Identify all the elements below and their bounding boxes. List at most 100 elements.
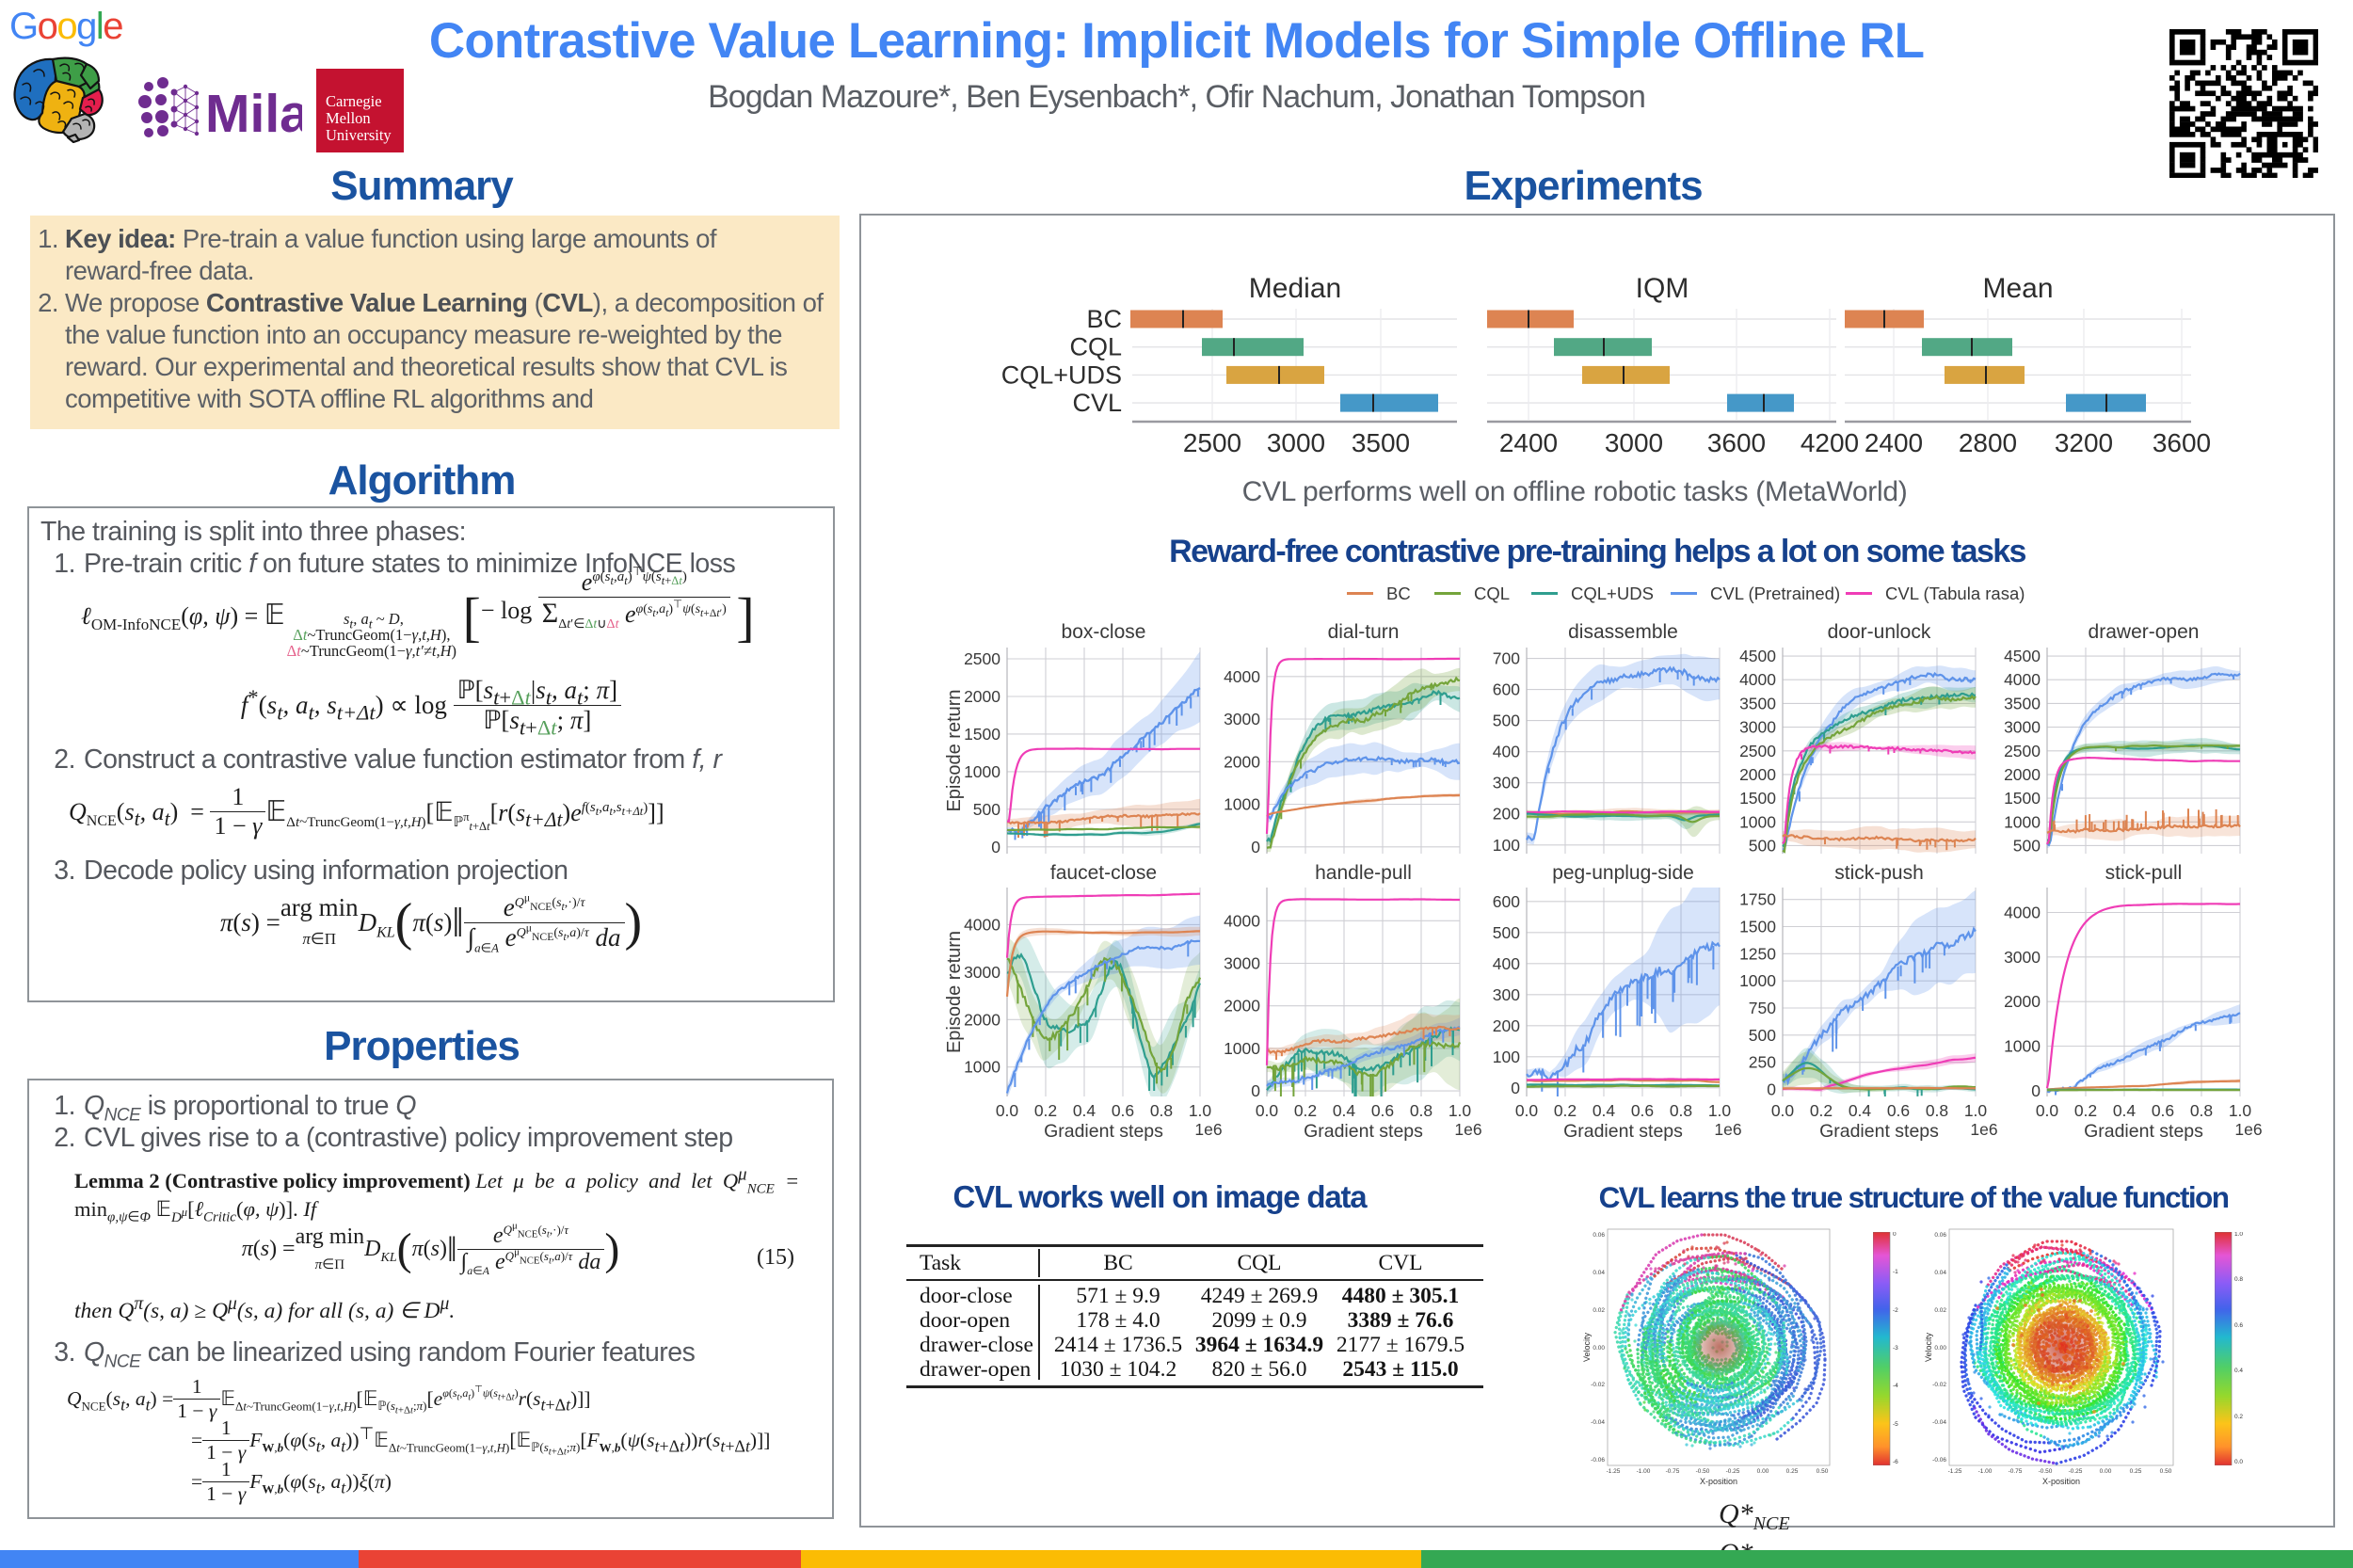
svg-text:1500: 1500	[1739, 918, 1776, 936]
svg-text:3500: 3500	[2004, 694, 2041, 712]
svg-text:750: 750	[1749, 999, 1776, 1017]
svg-text:2800: 2800	[1959, 428, 2017, 457]
svg-text:disassemble: disassemble	[1568, 621, 1678, 643]
svg-text:500: 500	[1749, 1026, 1776, 1045]
svg-text:0: 0	[1251, 1081, 1260, 1100]
svg-text:0: 0	[991, 838, 1000, 856]
svg-text:0.8: 0.8	[1926, 1101, 1948, 1120]
svg-text:3000: 3000	[1224, 710, 1260, 728]
svg-text:0: 0	[1511, 1079, 1520, 1097]
svg-text:3000: 3000	[2004, 948, 2041, 967]
svg-text:Gradient steps: Gradient steps	[1819, 1121, 1939, 1141]
svg-text:Velocity: Velocity	[1924, 1332, 1933, 1362]
svg-text:3200: 3200	[2055, 428, 2113, 457]
svg-text:3000: 3000	[1267, 428, 1325, 457]
svg-text:-0.75: -0.75	[1666, 1468, 1680, 1475]
svg-text:-4: -4	[1893, 1383, 1898, 1389]
svg-text:500: 500	[1749, 836, 1776, 855]
svg-text:400: 400	[1493, 743, 1520, 761]
svg-text:3000: 3000	[1224, 954, 1260, 973]
svg-text:-0.02: -0.02	[1932, 1382, 1946, 1388]
svg-text:1000: 1000	[964, 762, 1000, 781]
svg-text:1750: 1750	[1739, 890, 1776, 909]
svg-text:0.4: 0.4	[1073, 1101, 1096, 1120]
svg-text:2000: 2000	[1224, 997, 1260, 1016]
svg-text:0.6: 0.6	[1371, 1101, 1394, 1120]
svg-text:CVL: CVL	[1072, 389, 1122, 417]
svg-text:0.6: 0.6	[1631, 1101, 1654, 1120]
svg-text:1500: 1500	[964, 725, 1000, 744]
svg-text:1000: 1000	[1739, 812, 1776, 831]
svg-text:stick-push: stick-push	[1834, 864, 1924, 884]
svg-text:1.0: 1.0	[1964, 1101, 1988, 1120]
svg-text:-0.06: -0.06	[1932, 1457, 1946, 1464]
svg-text:0.02: 0.02	[1593, 1307, 1605, 1314]
svg-text:0.0: 0.0	[1771, 1101, 1795, 1120]
svg-text:0.6: 0.6	[2152, 1101, 2174, 1120]
svg-text:2500: 2500	[2004, 742, 2041, 760]
svg-text:0.4: 0.4	[1333, 1101, 1356, 1120]
svg-text:1e6: 1e6	[1194, 1120, 1222, 1139]
svg-text:dial-turn: dial-turn	[1328, 621, 1400, 643]
svg-text:1500: 1500	[1739, 789, 1776, 808]
svg-text:600: 600	[1493, 680, 1520, 699]
svg-text:Episode return: Episode return	[945, 689, 965, 811]
svg-text:Mila: Mila	[205, 84, 302, 143]
svg-text:0.2: 0.2	[1034, 1101, 1057, 1120]
svg-text:1000: 1000	[2004, 812, 2041, 831]
svg-text:0.2: 0.2	[1294, 1101, 1317, 1120]
svg-text:Episode return: Episode return	[945, 931, 965, 1053]
svg-text:0.04: 0.04	[1593, 1270, 1605, 1276]
svg-text:0.0: 0.0	[1256, 1101, 1279, 1120]
svg-text:0.8: 0.8	[1410, 1101, 1433, 1120]
svg-text:100: 100	[1493, 1048, 1520, 1066]
svg-text:-3: -3	[1893, 1345, 1898, 1352]
svg-text:0.50: 0.50	[1817, 1468, 1829, 1475]
svg-text:Median: Median	[1249, 273, 1341, 304]
svg-text:200: 200	[1493, 1016, 1520, 1035]
svg-text:4500: 4500	[1739, 647, 1776, 665]
svg-text:-0.50: -0.50	[2039, 1468, 2053, 1475]
svg-text:3500: 3500	[1352, 428, 1410, 457]
svg-text:0.00: 0.00	[2100, 1468, 2112, 1475]
svg-text:0.25: 0.25	[2130, 1468, 2142, 1475]
svg-text:Mean: Mean	[1982, 273, 2053, 304]
svg-text:X-position: X-position	[1700, 1477, 1737, 1486]
svg-text:4000: 4000	[964, 915, 1000, 934]
svg-text:0.2: 0.2	[1810, 1101, 1833, 1120]
svg-text:X-position: X-position	[2042, 1477, 2080, 1486]
svg-text:Gradient steps: Gradient steps	[1304, 1121, 1423, 1141]
svg-text:-1.00: -1.00	[1637, 1468, 1651, 1475]
svg-text:500: 500	[2013, 836, 2041, 855]
svg-text:-0.02: -0.02	[1591, 1382, 1605, 1388]
svg-text:4500: 4500	[2004, 647, 2041, 665]
svg-text:300: 300	[1493, 774, 1520, 792]
svg-text:4000: 4000	[1739, 670, 1776, 689]
svg-text:0.4: 0.4	[1849, 1101, 1872, 1120]
svg-text:0.0: 0.0	[2234, 1459, 2243, 1465]
svg-text:100: 100	[1493, 836, 1520, 855]
svg-text:300: 300	[1493, 985, 1520, 1004]
svg-text:Gradient steps: Gradient steps	[1044, 1121, 1163, 1141]
svg-text:3000: 3000	[964, 963, 1000, 982]
svg-text:4000: 4000	[2004, 670, 2041, 689]
svg-text:IQM: IQM	[1636, 273, 1689, 304]
svg-text:1e6: 1e6	[1714, 1120, 1741, 1139]
svg-text:2400: 2400	[1499, 428, 1558, 457]
svg-text:500: 500	[973, 800, 1000, 819]
svg-text:0.2: 0.2	[1554, 1101, 1577, 1120]
svg-text:Google: Google	[9, 6, 122, 47]
svg-text:2400: 2400	[1865, 428, 1923, 457]
svg-text:1000: 1000	[1739, 971, 1776, 990]
svg-text:2500: 2500	[964, 649, 1000, 668]
svg-text:1.0: 1.0	[1189, 1101, 1212, 1120]
svg-text:500: 500	[1493, 923, 1520, 942]
svg-text:0: 0	[2031, 1081, 2041, 1100]
svg-text:0: 0	[1893, 1232, 1897, 1238]
svg-text:-0.75: -0.75	[2009, 1468, 2023, 1475]
svg-text:Gradient steps: Gradient steps	[2084, 1121, 2203, 1141]
svg-text:1250: 1250	[1739, 944, 1776, 963]
svg-text:600: 600	[1493, 892, 1520, 911]
svg-text:faucet-close: faucet-close	[1050, 864, 1157, 884]
svg-text:2500: 2500	[1739, 742, 1776, 760]
